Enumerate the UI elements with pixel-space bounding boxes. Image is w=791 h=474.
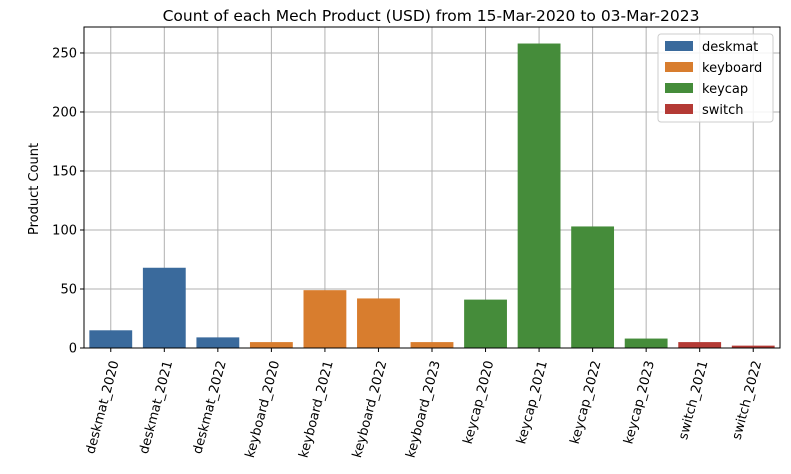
x-tick-label: keycap_2022 (568, 359, 605, 446)
bar (624, 338, 668, 348)
x-tick-label: deskmat_2020 (83, 359, 122, 455)
legend-swatch (665, 83, 693, 93)
x-tick-label: keyboard_2020 (243, 359, 283, 459)
legend-swatch (665, 104, 693, 114)
legend-label: deskmat (702, 40, 758, 55)
y-tick-label: 150 (52, 164, 77, 179)
bar (678, 342, 722, 348)
x-axis-ticks: deskmat_2020 deskmat_2021 deskmat_2022 keyb… (83, 348, 765, 460)
bar (357, 298, 400, 348)
x-tick-label: keyboard_2023 (404, 359, 444, 459)
bar (196, 337, 240, 348)
x-tick-label: keycap_2021 (514, 359, 551, 446)
x-tick-label: keyboard_2022 (350, 359, 390, 459)
grid (84, 27, 780, 349)
bars (89, 43, 775, 348)
y-tick-label: 250 (52, 46, 77, 61)
y-axis-ticks: 0 50 100 150 200 250 (52, 46, 84, 357)
legend-swatch (665, 62, 693, 72)
bar (517, 43, 561, 348)
x-tick-label: switch_2021 (676, 359, 711, 441)
y-tick-label: 50 (60, 282, 77, 297)
y-tick-label: 200 (52, 105, 77, 120)
legend-box (657, 33, 774, 123)
legend-label: switch (702, 103, 744, 118)
x-tick-label: keycap_2023 (621, 359, 658, 446)
legend-label: keycap (702, 82, 748, 97)
legend-label: keyboard (702, 61, 762, 76)
bar (410, 342, 454, 348)
x-tick-label: keycap_2020 (461, 359, 498, 446)
bar (89, 330, 133, 348)
x-tick-label: deskmat_2021 (137, 359, 176, 455)
x-tick-label: keyboard_2021 (296, 359, 336, 459)
y-tick-label: 100 (52, 223, 77, 238)
bar (303, 290, 347, 348)
bar (731, 345, 775, 348)
bar (464, 299, 507, 348)
legend-swatch (665, 41, 693, 51)
x-tick-label: switch_2022 (730, 359, 765, 441)
chart-title: Count of each Mech Product (USD) from 15… (163, 7, 700, 25)
bar (142, 267, 186, 348)
bar (249, 342, 293, 348)
y-tick-label: 0 (69, 342, 77, 357)
x-tick-label: deskmat_2022 (190, 359, 229, 455)
legend: deskmat keyboard keycap switch (657, 33, 774, 123)
y-axis-label: Product Count (27, 143, 42, 235)
bar (571, 226, 615, 348)
